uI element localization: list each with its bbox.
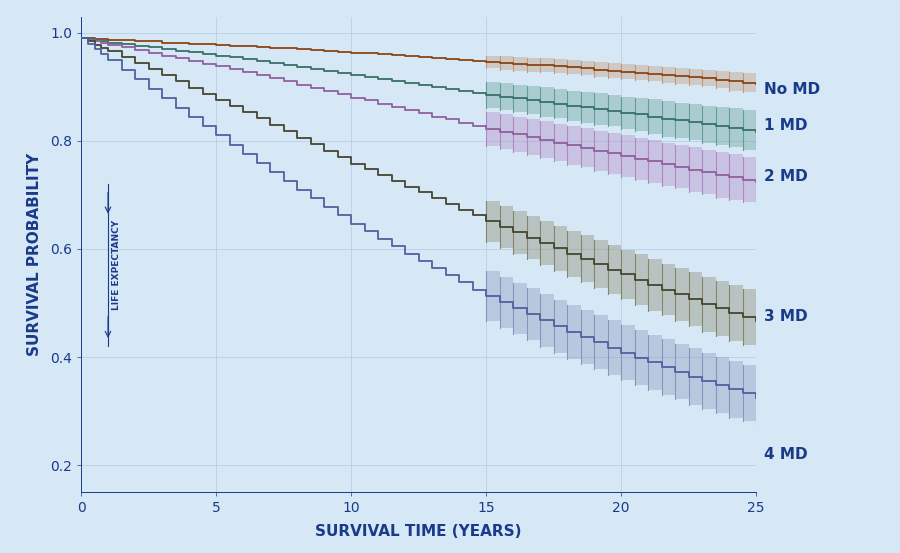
Y-axis label: SURVIVAL PROBABILITY: SURVIVAL PROBABILITY [27,153,41,356]
X-axis label: SURVIVAL TIME (YEARS): SURVIVAL TIME (YEARS) [315,524,522,539]
Text: 3 MD: 3 MD [764,309,807,324]
Text: 4 MD: 4 MD [764,447,807,462]
Text: No MD: No MD [764,82,820,97]
Text: 1 MD: 1 MD [764,118,807,133]
Text: 2 MD: 2 MD [764,169,808,184]
Text: LIFE EXPECTANCY: LIFE EXPECTANCY [112,220,121,310]
